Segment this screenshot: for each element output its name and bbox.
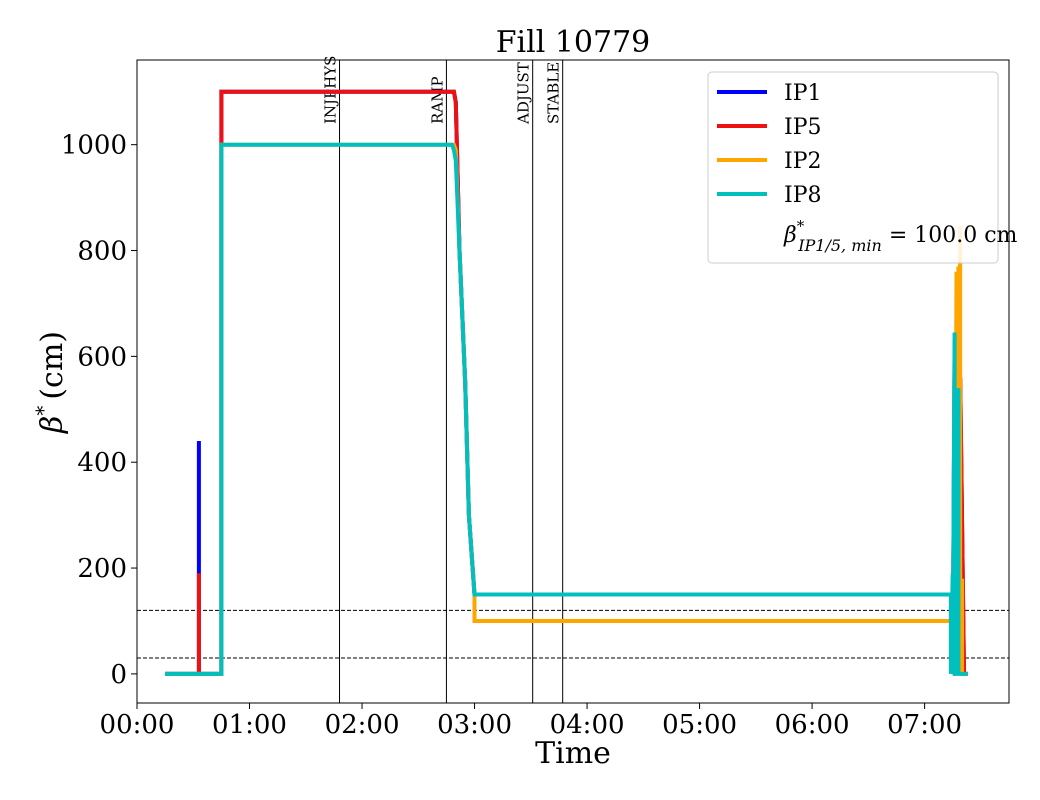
y-axis-ticks: 0 200 400 600 800 1000 xyxy=(61,131,137,690)
y-axis-sup: * xyxy=(31,406,55,416)
y-tick-label: 0 xyxy=(110,660,127,690)
legend-label: IP2 xyxy=(784,149,822,174)
x-axis-label: Time xyxy=(535,736,611,771)
y-tick-label: 1000 xyxy=(61,131,127,161)
y-axis-label: β* (cm) xyxy=(31,331,70,434)
x-tick-label: 01:00 xyxy=(212,710,287,740)
y-axis-symbol: β xyxy=(35,416,70,434)
phase-label: STABLE xyxy=(545,62,563,124)
legend-annotation: β* IP1/5, min = 100.0 cm xyxy=(783,217,1018,255)
series-lines xyxy=(165,89,968,676)
legend-annotation-sup: * xyxy=(797,217,805,235)
x-tick-label: 02:00 xyxy=(325,710,400,740)
legend-annotation-sub: IP1/5, min xyxy=(797,236,882,255)
chart-title: Fill 10779 xyxy=(496,25,651,60)
x-tick-label: 05:00 xyxy=(662,710,737,740)
y-tick-label: 200 xyxy=(77,554,127,584)
x-tick-label: 04:00 xyxy=(550,710,625,740)
y-tick-label: 400 xyxy=(77,448,127,478)
x-axis-ticks: 00:00 01:00 02:00 03:00 04:00 05:00 06:00 07:00 xyxy=(100,703,962,740)
phase-markers: INJPHYS RAMP ADJUST STABLE xyxy=(322,56,564,703)
x-tick-label: 06:00 xyxy=(775,710,850,740)
phase-label: INJPHYS xyxy=(322,56,340,124)
legend-annotation-value: = 100.0 cm xyxy=(882,223,1018,248)
legend-label: IP5 xyxy=(784,115,822,140)
reference-lines xyxy=(137,609,1009,659)
phase-label: ADJUST xyxy=(515,62,533,125)
legend-annotation-symbol: β xyxy=(783,223,797,248)
x-tick-label: 07:00 xyxy=(887,710,962,740)
y-axis-unit: (cm) xyxy=(35,331,70,400)
legend: IP1 IP5 IP2 IP8 β* IP1/5, min = 100.0 cm xyxy=(707,71,1018,264)
legend-label: IP1 xyxy=(784,81,822,106)
x-tick-label: 00:00 xyxy=(100,710,175,740)
series-line xyxy=(165,142,968,676)
phase-label: RAMP xyxy=(428,76,446,124)
y-tick-label: 800 xyxy=(77,237,127,267)
plot-frame xyxy=(136,59,1010,704)
legend-label: IP8 xyxy=(784,183,822,208)
legend-box xyxy=(707,71,999,264)
x-tick-label: 03:00 xyxy=(437,710,512,740)
y-tick-label: 600 xyxy=(77,342,127,372)
